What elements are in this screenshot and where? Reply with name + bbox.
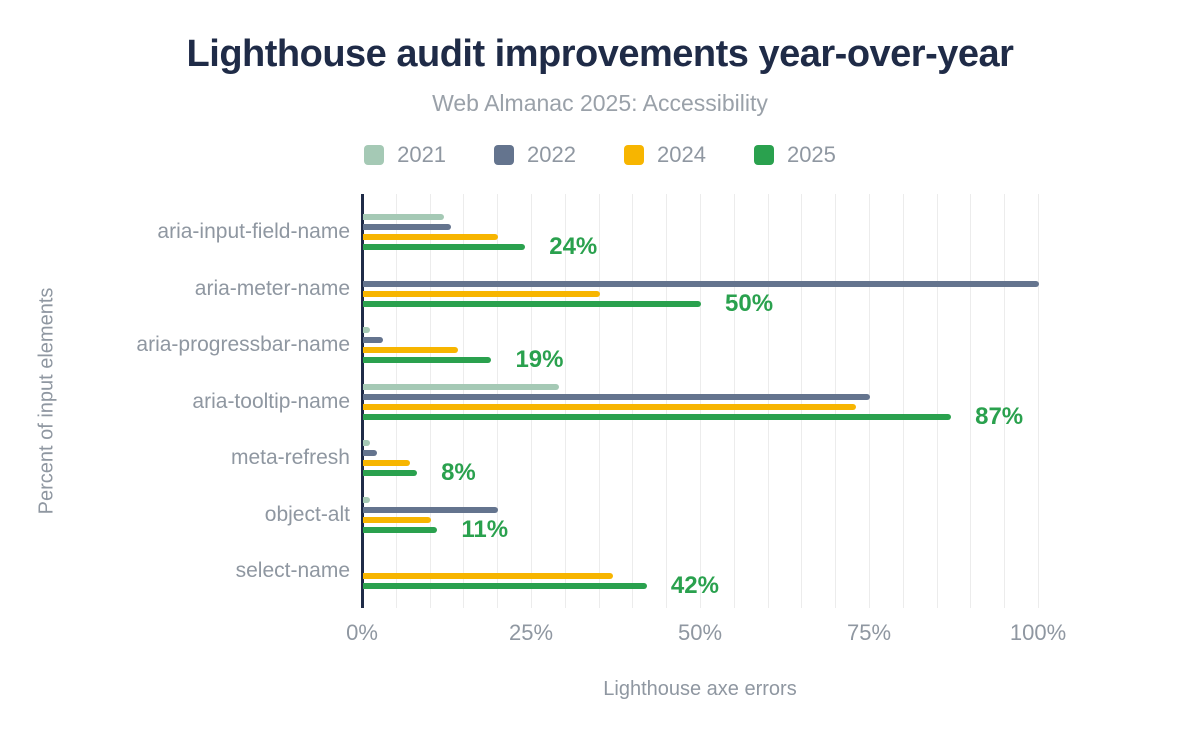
data-label-meta-refresh: 8% [441, 459, 476, 486]
bar-aria-progressbar-name-2022[interactable] [363, 337, 384, 343]
legend-label-2022: 2022 [527, 142, 576, 167]
x-axis-title: Lighthouse axe errors [603, 678, 797, 700]
bar-object-alt-2024[interactable] [363, 516, 431, 523]
category-label-select-name: select-name [235, 559, 350, 582]
bar-aria-meter-name-2022[interactable] [363, 280, 1039, 287]
bar-object-alt-2025[interactable] [363, 526, 438, 533]
data-label-aria-tooltip-name: 87% [975, 402, 1024, 430]
gridline-25pct [531, 194, 532, 608]
data-label-aria-meter-name: 50% [725, 289, 774, 317]
x-tick-0pct: 0% [346, 620, 378, 645]
legend-item-2022[interactable]: 2022 [494, 142, 576, 168]
bar-aria-input-field-name-2024[interactable] [363, 234, 499, 240]
x-tick-50pct: 50% [677, 620, 723, 645]
gridline-85pct [936, 194, 938, 608]
gridline-35pct [598, 194, 600, 608]
legend-item-2025[interactable]: 2025 [753, 142, 836, 168]
bar-aria-input-field-name-2025[interactable] [363, 244, 526, 250]
bar-aria-progressbar-name-2021[interactable] [363, 327, 370, 333]
bar-aria-progressbar-name-2024[interactable] [363, 347, 458, 353]
x-tick-100pct: 100% [1009, 620, 1067, 645]
legend-swatch-2024 [624, 145, 644, 165]
x-tick-25pct: 25% [508, 620, 554, 645]
gridline-15pct [463, 194, 465, 608]
chart-legend: 2021 2022 2024 2025 [0, 142, 1200, 168]
bar-aria-progressbar-name-2025[interactable] [363, 357, 492, 363]
bar-aria-tooltip-name-2024[interactable] [363, 403, 857, 410]
category-label-aria-progressbar-name: aria-progressbar-name [136, 333, 350, 356]
legend-label-2024: 2024 [657, 142, 706, 167]
bar-meta-refresh-2022[interactable] [363, 450, 377, 456]
category-label-aria-meter-name: aria-meter-name [194, 276, 350, 300]
bar-meta-refresh-2024[interactable] [363, 460, 411, 466]
bar-aria-input-field-name-2021[interactable] [363, 214, 445, 220]
gridline-75pct [869, 194, 870, 608]
gridline-70pct [835, 194, 837, 608]
x-tick-75pct: 75% [846, 620, 892, 645]
y-axis-line [361, 194, 364, 608]
legend-swatch-2025 [753, 145, 774, 165]
bar-aria-tooltip-name-2025[interactable] [363, 413, 952, 420]
data-label-aria-input-field-name: 24% [549, 233, 598, 260]
category-label-aria-input-field-name: aria-input-field-name [157, 220, 350, 243]
legend-label-2025: 2025 [786, 142, 836, 167]
gridline-95pct [1004, 194, 1006, 608]
legend-swatch-2022 [494, 145, 515, 165]
bar-aria-input-field-name-2022[interactable] [363, 224, 451, 230]
data-label-select-name: 42% [670, 572, 719, 599]
gridline-50pct [700, 194, 701, 608]
chart-title: Lighthouse audit improvements year-over-… [186, 33, 1014, 75]
category-label-aria-tooltip-name: aria-tooltip-name [192, 389, 350, 413]
gridline-60pct [767, 194, 769, 608]
bar-select-name-2024[interactable] [363, 573, 614, 579]
category-label-object-alt: object-alt [264, 502, 350, 526]
bar-object-alt-2022[interactable] [363, 506, 499, 513]
legend-item-2024[interactable]: 2024 [624, 142, 706, 168]
legend-label-2021: 2021 [397, 142, 447, 167]
bar-meta-refresh-2025[interactable] [363, 470, 418, 476]
data-label-object-alt: 11% [461, 515, 509, 543]
gridline-65pct [801, 194, 803, 608]
bar-object-alt-2021[interactable] [363, 496, 370, 503]
gridline-100pct [1038, 194, 1039, 608]
bar-meta-refresh-2021[interactable] [363, 440, 370, 446]
gridline-80pct [902, 194, 904, 608]
legend-swatch-2021 [364, 145, 385, 165]
chart-subtitle: Web Almanac 2025: Accessibility [432, 90, 768, 116]
gridline-90pct [970, 194, 972, 608]
bar-aria-tooltip-name-2021[interactable] [363, 383, 560, 390]
gridline-10pct [429, 194, 431, 608]
bar-aria-meter-name-2024[interactable] [363, 290, 600, 297]
bar-aria-tooltip-name-2022[interactable] [363, 393, 870, 400]
gridline-5pct [395, 194, 397, 608]
data-label-aria-progressbar-name: 19% [515, 346, 564, 373]
gridline-20pct [497, 194, 499, 608]
legend-item-2021[interactable]: 2021 [364, 142, 446, 168]
bar-aria-meter-name-2025[interactable] [363, 300, 701, 307]
gridline-45pct [666, 194, 668, 608]
category-label-meta-refresh: meta-refresh [230, 446, 350, 469]
gridline-30pct [564, 194, 566, 608]
bar-select-name-2025[interactable] [363, 583, 647, 589]
gridline-55pct [733, 194, 735, 608]
gridline-40pct [632, 194, 634, 608]
